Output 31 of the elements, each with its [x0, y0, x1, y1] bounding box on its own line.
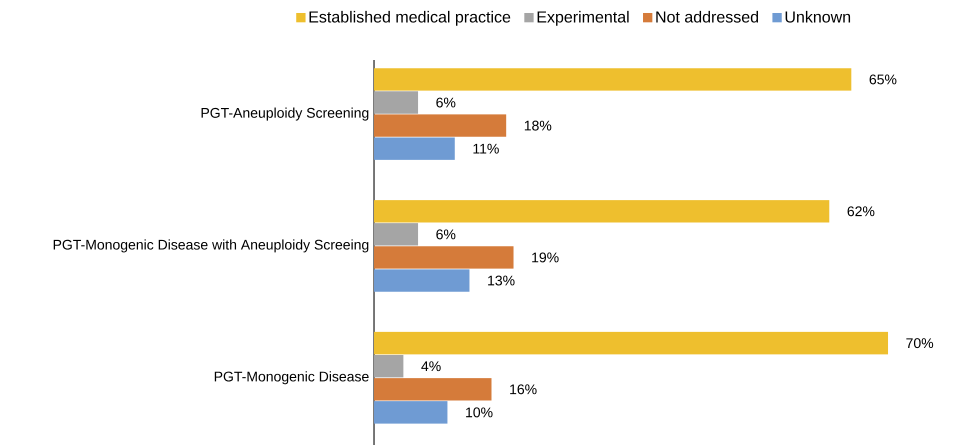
data-label: 70% — [906, 338, 934, 348]
data-label: 65% — [870, 74, 896, 84]
bar — [374, 355, 404, 378]
bar — [374, 332, 888, 354]
data-label: 10% — [466, 407, 493, 418]
bar — [374, 137, 455, 160]
legend-label: Established medical practice — [310, 10, 510, 26]
legend-label: Not addressed — [656, 10, 758, 23]
bar — [374, 223, 418, 246]
data-label: 6% — [436, 229, 456, 240]
bar — [374, 114, 506, 137]
y-tick-label: PGT-Monogenic Disease — [214, 371, 369, 384]
data-label: 11% — [473, 144, 499, 154]
data-label: 19% — [532, 252, 559, 262]
data-label: 6% — [436, 98, 456, 108]
bar — [374, 269, 470, 292]
data-label: 16% — [510, 384, 537, 394]
bar — [374, 91, 418, 114]
data-label: 4% — [421, 361, 441, 372]
data-label: 18% — [524, 120, 552, 131]
bar — [374, 401, 448, 424]
y-tick-label: PGT-Monogenic Disease with Aneuploidy Screeing — [54, 239, 368, 252]
legend-label: Unknown — [786, 10, 850, 23]
data-label: 13% — [488, 276, 515, 286]
bar — [374, 68, 852, 91]
bar — [374, 378, 492, 400]
data-label: 62% — [848, 206, 874, 216]
bar — [374, 246, 514, 269]
legend-label: Experimental — [538, 10, 629, 26]
y-tick-label: PGT-Aneuploidy Screening — [202, 108, 368, 121]
bar — [374, 200, 830, 222]
